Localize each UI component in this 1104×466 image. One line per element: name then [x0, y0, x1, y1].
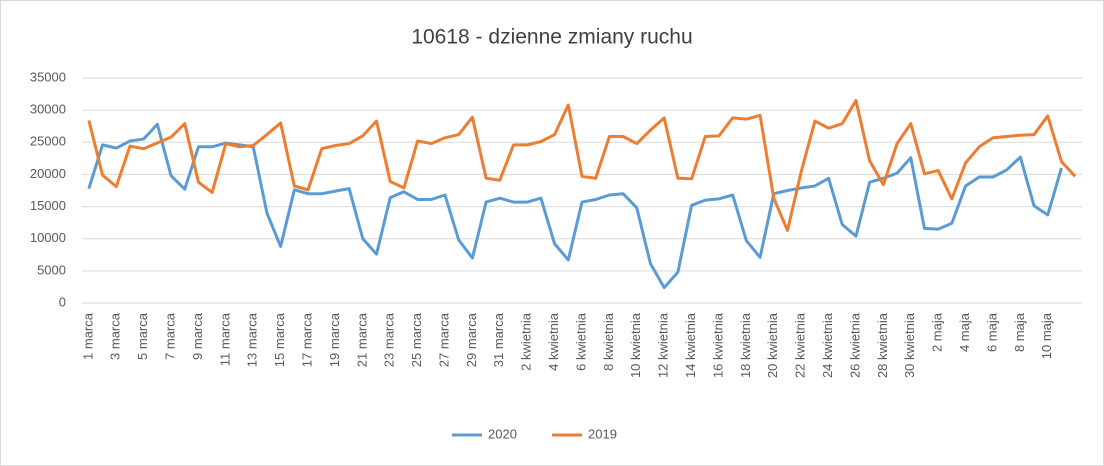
- x-tick-label: 11 marca: [217, 312, 232, 366]
- x-tick-label: 9 marca: [190, 312, 205, 360]
- x-tick-label: 8 kwietnia: [601, 312, 616, 371]
- legend-label: 2019: [588, 426, 617, 441]
- x-tick-label: 10 maja: [1039, 312, 1054, 359]
- series-line: [87, 99, 1077, 232]
- x-tick-label: 26 kwietnia: [847, 312, 862, 378]
- x-tick-label: 5 marca: [135, 312, 150, 360]
- x-tick-label: 23 marca: [382, 312, 397, 367]
- x-tick-label: 27 marca: [436, 312, 451, 367]
- x-tick-label: 8 maja: [1012, 312, 1027, 352]
- x-tick-label: 18 kwietnia: [738, 312, 753, 378]
- x-tick-label: 29 marca: [464, 312, 479, 367]
- x-tick-label: 30 kwietnia: [902, 312, 917, 378]
- x-tick-label: 2 maja: [930, 312, 945, 352]
- x-tick-label: 10 kwietnia: [628, 312, 643, 378]
- x-tick-label: 15 marca: [272, 312, 287, 367]
- x-tick-label: 24 kwietnia: [820, 312, 835, 378]
- x-tick-label: 4 kwietnia: [546, 312, 561, 371]
- x-tick-label: 22 kwietnia: [793, 312, 808, 378]
- y-tick-label: 25000: [30, 134, 66, 149]
- x-tick-label: 13 marca: [245, 312, 260, 367]
- y-tick-label: 10000: [30, 230, 66, 245]
- x-tick-label: 31 marca: [491, 312, 506, 367]
- y-tick-label: 5000: [37, 262, 66, 277]
- y-tick-label: 35000: [30, 69, 66, 84]
- x-tick-label: 4 maja: [957, 312, 972, 352]
- legend-label: 2020: [488, 426, 517, 441]
- x-tick-label: 1 marca: [80, 312, 95, 360]
- y-tick-label: 30000: [30, 102, 66, 117]
- x-tick-label: 3 marca: [108, 312, 123, 360]
- x-tick-label: 28 kwietnia: [875, 312, 890, 378]
- x-tick-label: 21 marca: [354, 312, 369, 367]
- y-tick-label: 0: [59, 294, 66, 309]
- x-tick-label: 25 marca: [409, 312, 424, 367]
- y-tick-label: 20000: [30, 166, 66, 181]
- x-tick-label: 20 kwietnia: [765, 312, 780, 378]
- y-tick-label: 15000: [30, 198, 66, 213]
- x-tick-label: 7 marca: [162, 312, 177, 360]
- x-tick-label: 14 kwietnia: [683, 312, 698, 378]
- chart-title: 10618 - dzienne zmiany ruchu: [411, 26, 692, 49]
- x-tick-label: 12 kwietnia: [656, 312, 671, 378]
- x-tick-label: 6 kwietnia: [573, 312, 588, 371]
- x-tick-label: 6 maja: [984, 312, 999, 352]
- x-tick-label: 2 kwietnia: [519, 312, 534, 371]
- x-tick-label: 17 marca: [299, 312, 314, 367]
- x-tick-label: 19 marca: [327, 312, 342, 367]
- x-tick-label: 16 kwietnia: [710, 312, 725, 378]
